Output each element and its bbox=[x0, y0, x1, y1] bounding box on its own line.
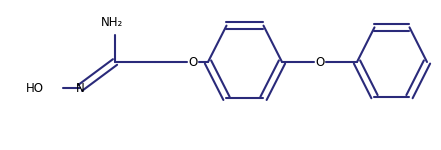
Text: O: O bbox=[315, 56, 325, 69]
Text: HO: HO bbox=[26, 81, 44, 94]
Text: O: O bbox=[188, 56, 198, 69]
Text: NH₂: NH₂ bbox=[101, 15, 123, 28]
Text: N: N bbox=[75, 81, 84, 94]
